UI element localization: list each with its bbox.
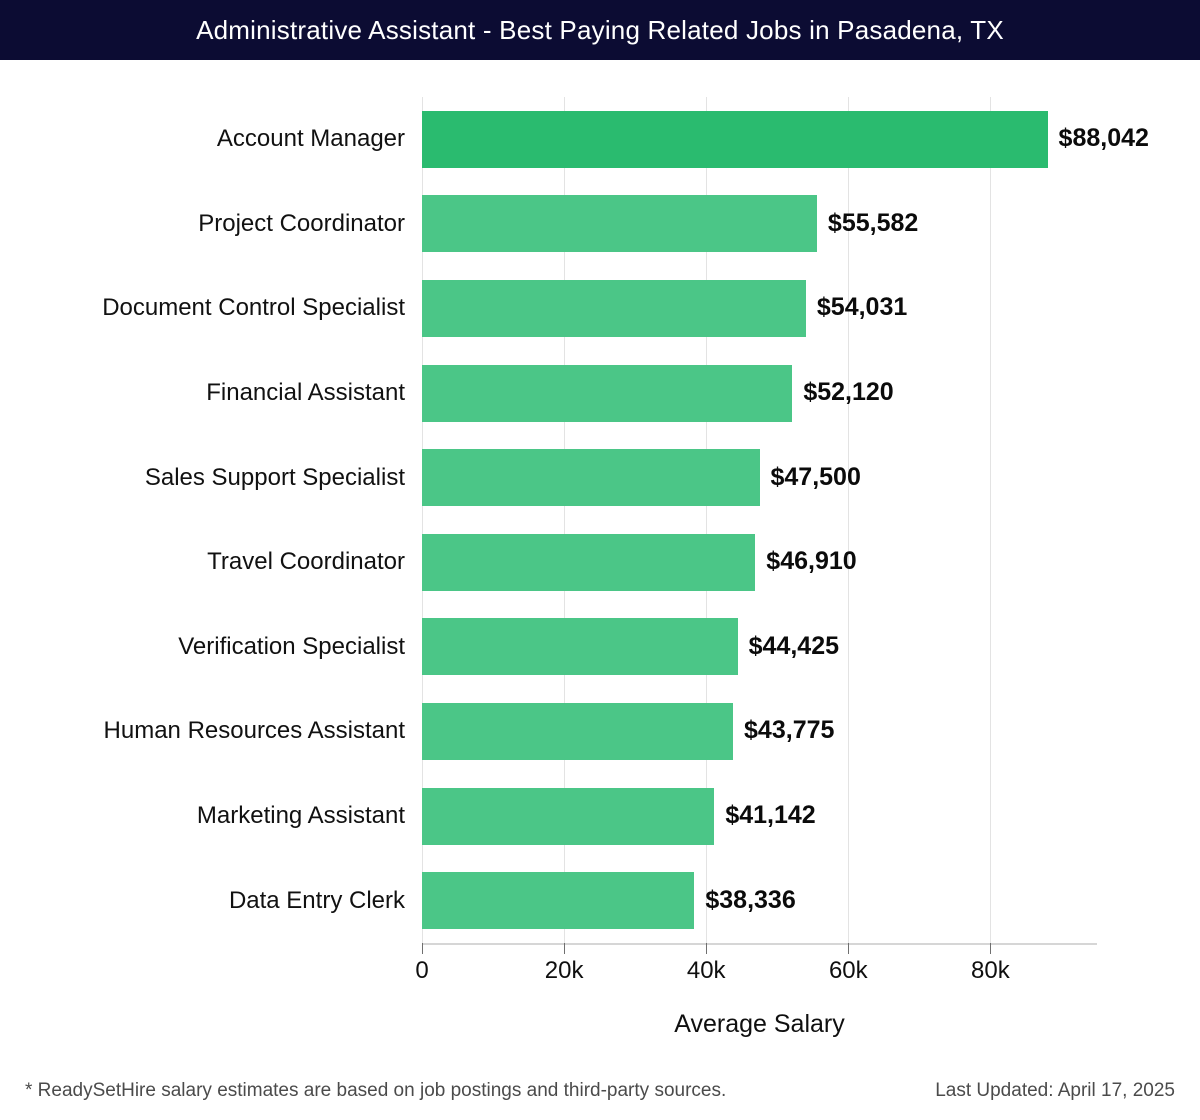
bar-track: $41,142	[422, 787, 1097, 845]
tick-mark	[848, 943, 850, 954]
bar	[422, 449, 760, 507]
bar-track: $38,336	[422, 872, 1097, 930]
source-note: * ReadySetHire salary estimates are base…	[25, 1080, 727, 1101]
bar-track: $88,042	[422, 110, 1149, 168]
category-label: Travel Coordinator	[207, 548, 405, 576]
gridline	[706, 97, 708, 943]
tick-label: 40k	[686, 957, 726, 984]
value-label: $38,336	[705, 885, 796, 914]
bar	[422, 533, 756, 591]
bar	[422, 618, 738, 676]
bar-row: Document Control Specialist $54,031	[0, 266, 1200, 351]
bar	[422, 872, 695, 930]
bar	[422, 279, 806, 337]
tick-label: 20k	[544, 957, 584, 984]
bar-row: Marketing Assistant $41,142	[0, 774, 1200, 859]
bar-track: $55,582	[422, 195, 1097, 253]
category-label: Account Manager	[216, 125, 405, 153]
bar-track: $44,425	[422, 618, 1097, 676]
category-label: Project Coordinator	[198, 209, 405, 237]
bar-track: $47,500	[422, 449, 1097, 507]
bar-row: Travel Coordinator $46,910	[0, 520, 1200, 605]
bar	[422, 364, 793, 422]
tick-label: 80k	[971, 957, 1010, 984]
tick-label: 0	[415, 957, 429, 984]
gridline	[422, 97, 423, 943]
x-axis-title: Average Salary	[674, 1010, 845, 1038]
tick-mark	[706, 943, 708, 954]
value-label: $41,142	[725, 800, 816, 829]
bar	[422, 787, 715, 845]
gridline	[564, 97, 566, 943]
category-label: Document Control Specialist	[102, 294, 405, 322]
gridline	[990, 97, 992, 943]
value-label: $46,910	[766, 547, 857, 576]
category-label: Verification Specialist	[178, 632, 405, 660]
bar-track: $46,910	[422, 533, 1097, 591]
value-label: $44,425	[748, 631, 840, 660]
category-label: Financial Assistant	[206, 379, 405, 407]
bar-row: Human Resources Assistant $43,775	[0, 689, 1200, 774]
value-label: $52,120	[803, 377, 894, 406]
bar-track: $52,120	[422, 364, 1097, 422]
tick-mark	[422, 943, 423, 954]
page-title: Administrative Assistant - Best Paying R…	[196, 14, 1004, 45]
tick-mark	[990, 943, 992, 954]
tick-label: 60k	[828, 957, 868, 984]
bar-track: $54,031	[422, 279, 1097, 337]
bar-track: $43,775	[422, 702, 1097, 760]
bar	[422, 195, 817, 253]
category-label: Sales Support Specialist	[144, 463, 405, 491]
bar-rows: Account Manager $88,042 Project Coordinato…	[0, 97, 1200, 943]
bar-row: Sales Support Specialist $47,500	[0, 435, 1200, 520]
bar-row: Project Coordinator $55,582	[0, 182, 1200, 267]
value-label: $47,500	[770, 462, 861, 491]
bar-row: Financial Assistant $52,120	[0, 351, 1200, 436]
x-axis: 0 20k 40k 60k 80k	[415, 943, 1097, 999]
plot-area	[422, 97, 1097, 945]
value-label: $43,775	[744, 716, 835, 745]
value-label: $55,582	[827, 208, 919, 237]
category-label: Human Resources Assistant	[103, 717, 405, 745]
tick-mark	[564, 943, 566, 954]
bar-row: Data Entry Clerk $38,336	[0, 858, 1200, 943]
gridline	[848, 97, 850, 943]
category-label: Marketing Assistant	[196, 802, 405, 830]
value-label: $88,042	[1058, 124, 1149, 153]
bar	[422, 110, 1048, 168]
category-label: Data Entry Clerk	[228, 886, 405, 914]
bar-row: Verification Specialist $44,425	[0, 605, 1200, 690]
last-updated: Last Updated: April 17, 2025	[935, 1080, 1175, 1101]
chart-title-bar: Administrative Assistant - Best Paying R…	[0, 0, 1200, 60]
bar-row: Account Manager $88,042	[0, 97, 1200, 182]
bar	[422, 702, 734, 760]
value-label: $54,031	[816, 293, 908, 322]
